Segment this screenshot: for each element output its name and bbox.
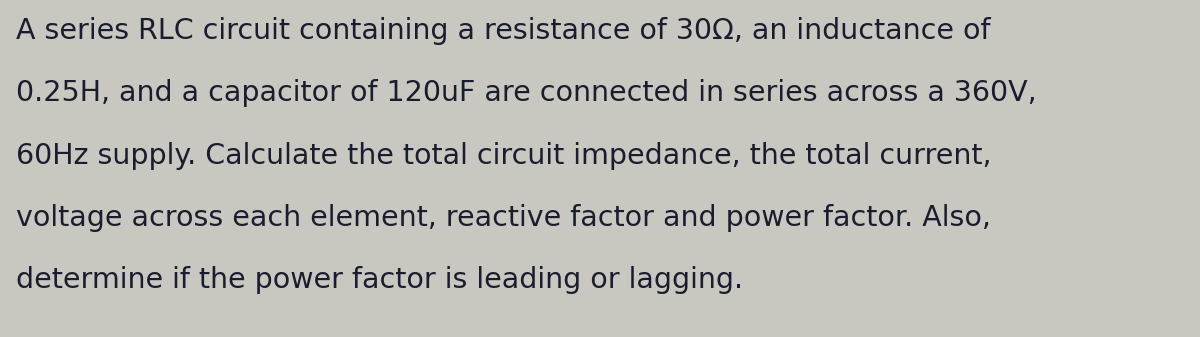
Text: 60Hz supply. Calculate the total circuit impedance, the total current,: 60Hz supply. Calculate the total circuit… (16, 142, 991, 170)
Text: voltage across each element, reactive factor and power factor. Also,: voltage across each element, reactive fa… (16, 204, 990, 232)
Text: A series RLC circuit containing a resistance of 30Ω, an inductance of: A series RLC circuit containing a resist… (16, 17, 990, 45)
Text: 0.25H, and a capacitor of 120uF are connected in series across a 360V,: 0.25H, and a capacitor of 120uF are conn… (16, 79, 1037, 107)
Text: determine if the power factor is leading or lagging.: determine if the power factor is leading… (16, 266, 743, 294)
